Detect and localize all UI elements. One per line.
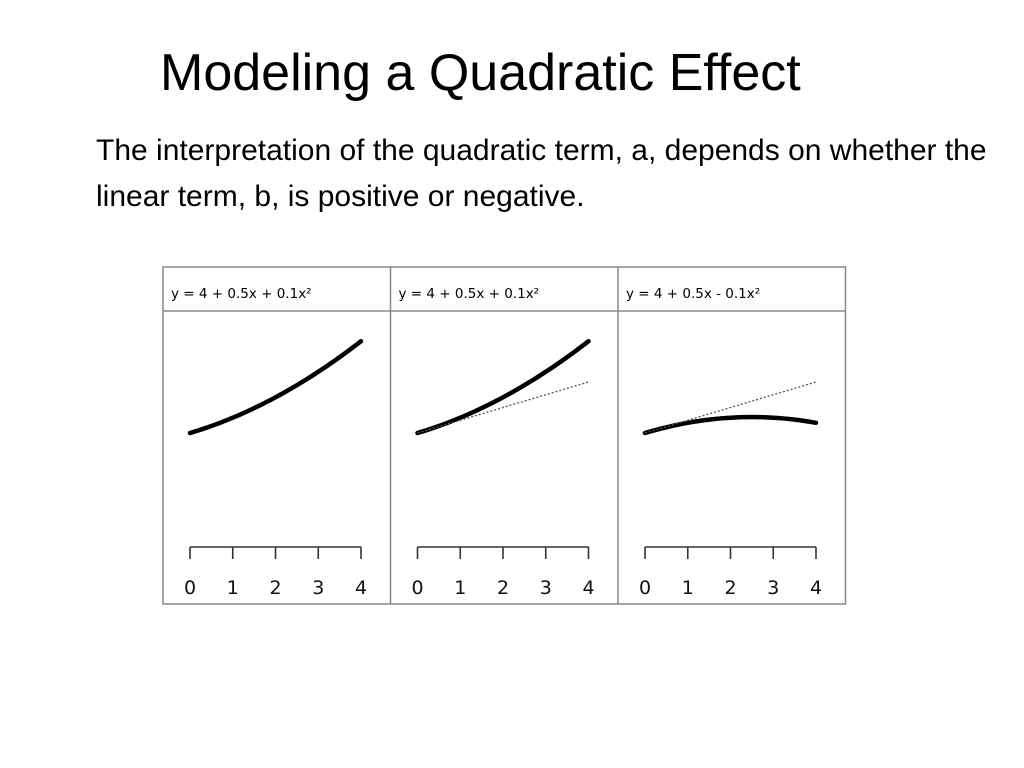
panel-title: y = 4 + 0.5x + 0.1x² [399,286,540,302]
x-tick-label: 4 [810,577,822,599]
x-tick-label: 1 [227,577,239,599]
x-tick-label: 3 [312,577,324,599]
x-tick-label: 1 [682,577,694,599]
x-tick-label: 2 [497,577,509,599]
panel-title: y = 4 + 0.5x - 0.1x² [626,286,760,302]
x-tick-label: 0 [184,577,196,599]
figure-frame [162,266,847,605]
slide-body-text: The interpretation of the quadratic term… [96,134,987,213]
x-tick-label: 1 [454,577,466,599]
linear-reference-line [644,381,817,434]
x-tick-label: 3 [540,577,552,599]
quadratic-curve [642,414,819,436]
x-tick-label: 2 [724,577,736,599]
x-tick-label: 2 [269,577,281,599]
quadratic-curve [187,338,364,436]
x-tick-label: 0 [639,577,651,599]
x-tick-label: 3 [767,577,779,599]
x-tick-label: 0 [411,577,423,599]
quadratic-curve [415,338,591,436]
x-tick-label: 4 [582,577,594,599]
linear-reference-line [417,381,589,434]
slide-title: Modeling a Quadratic Effect [160,44,801,102]
panel-title: y = 4 + 0.5x + 0.1x² [171,286,312,302]
x-tick-label: 4 [355,577,367,599]
